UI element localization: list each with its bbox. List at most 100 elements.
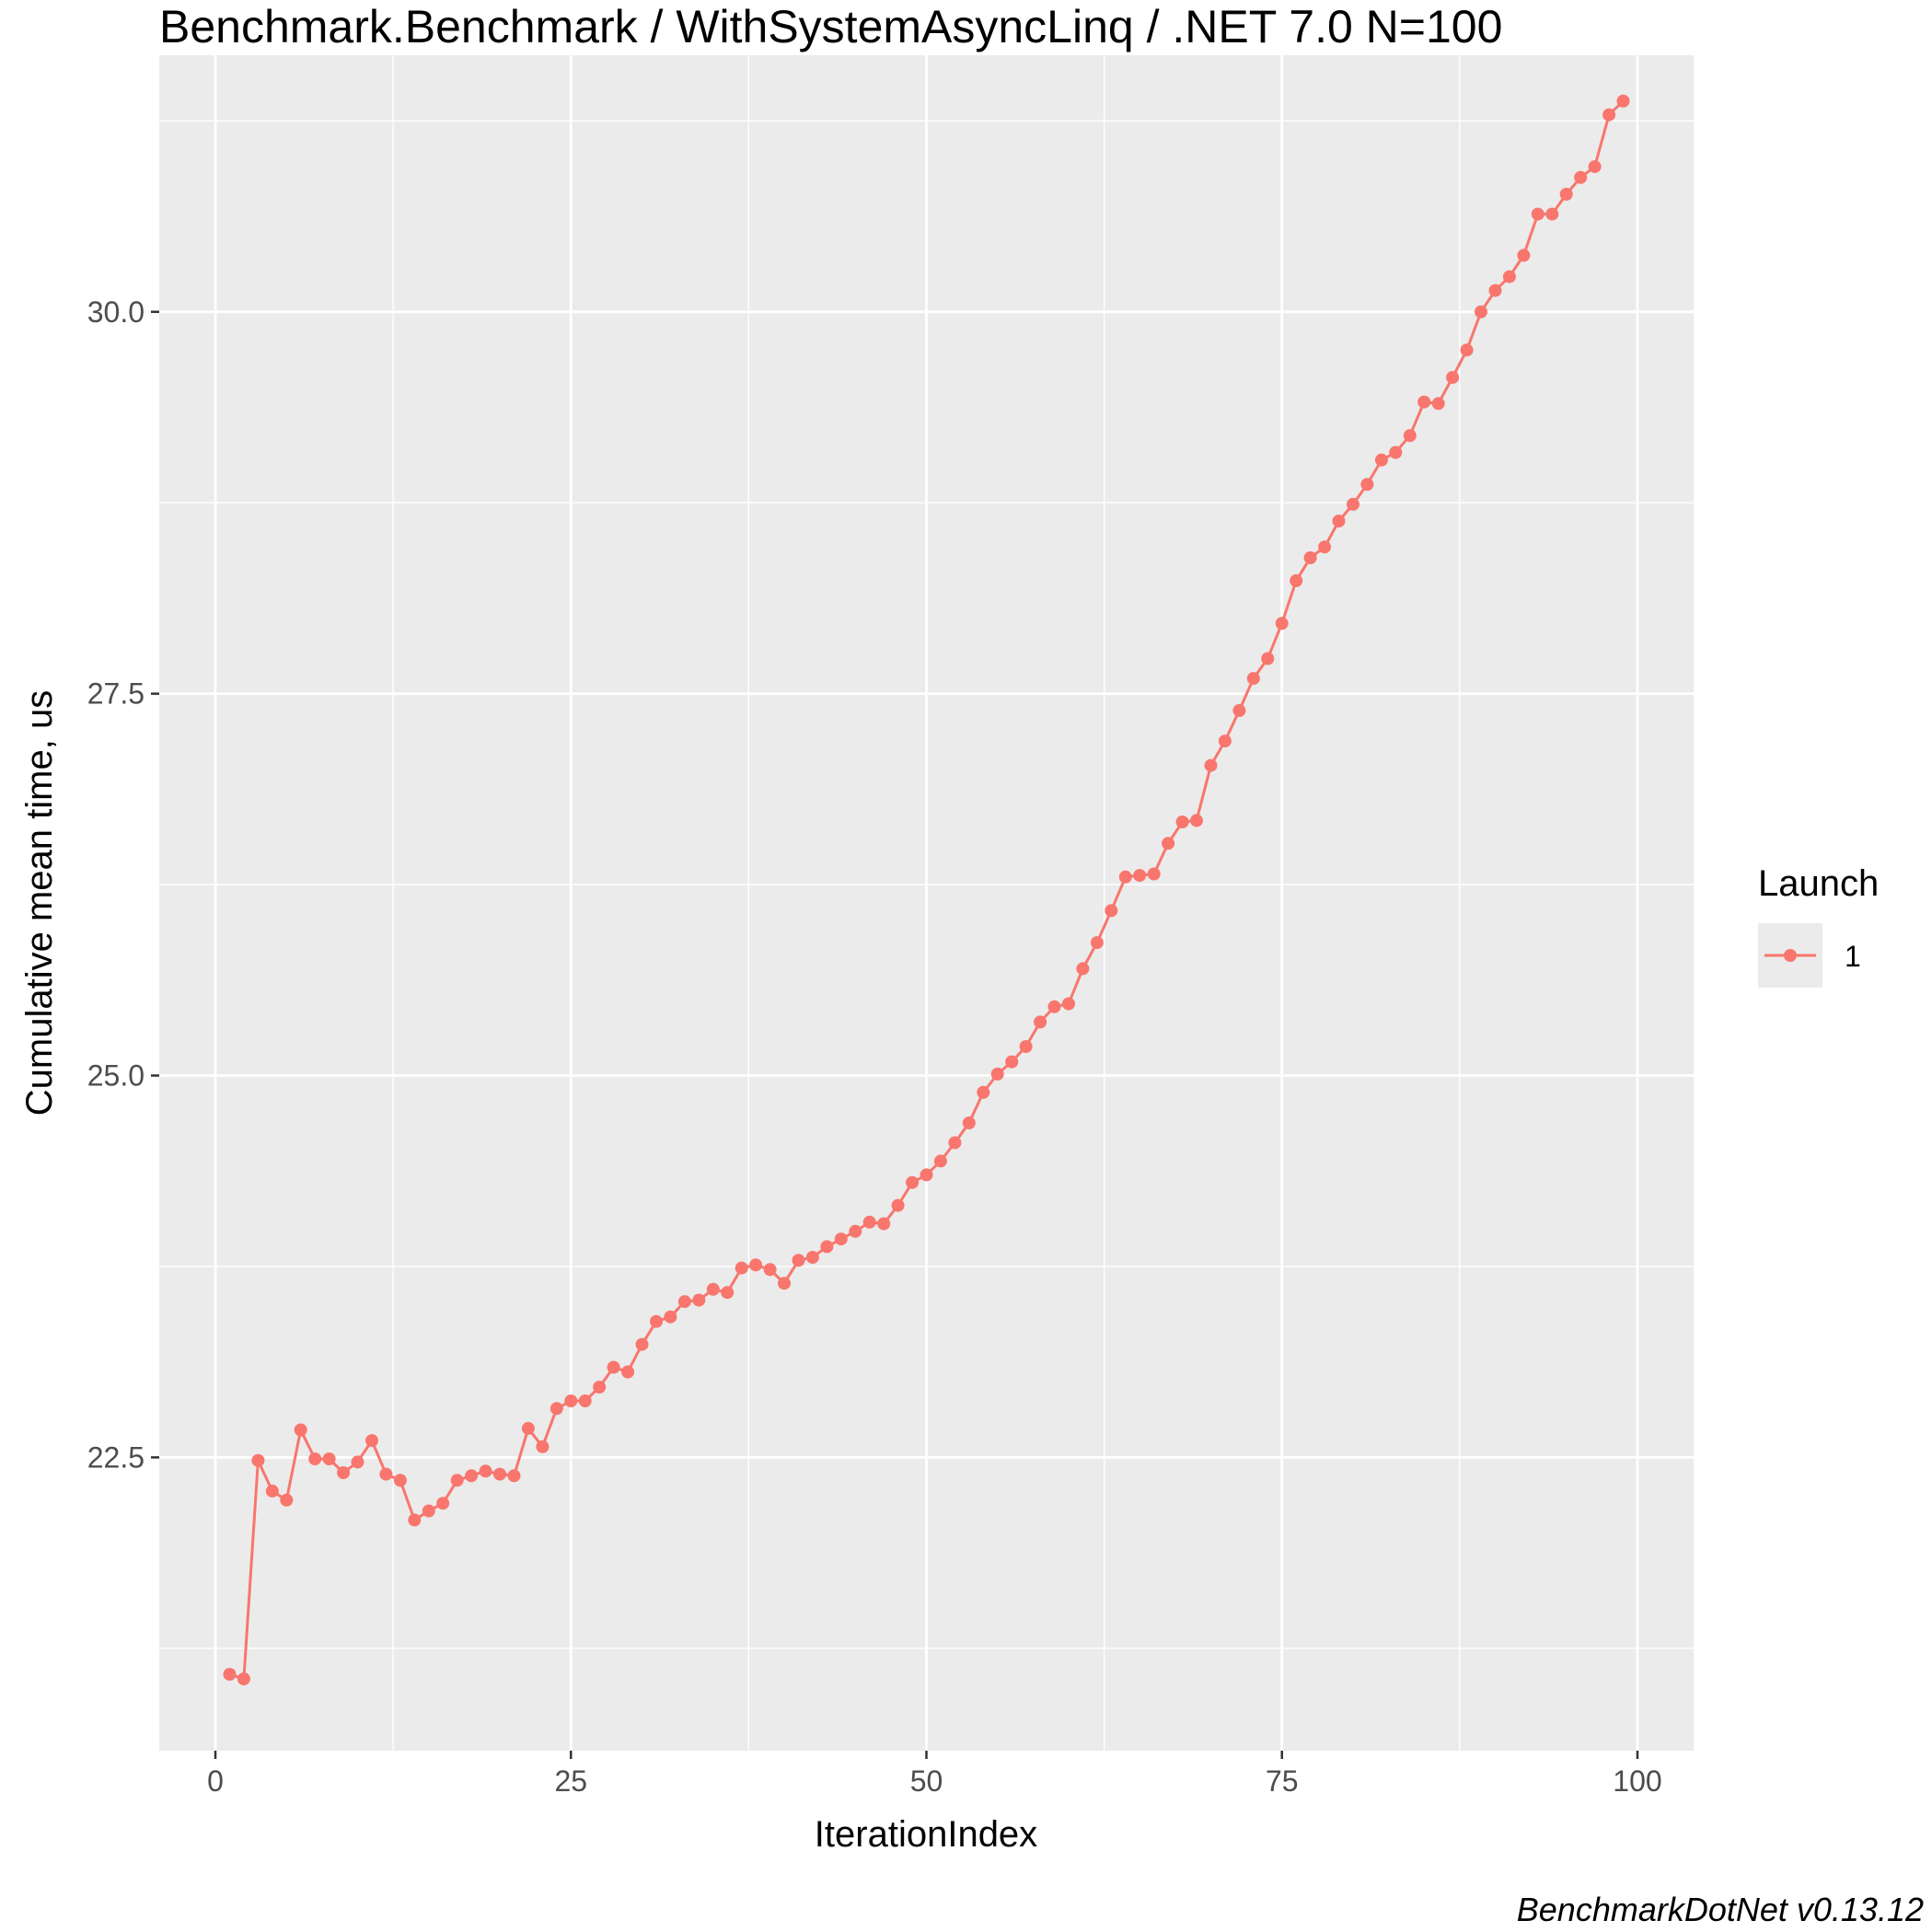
- data-point: [564, 1394, 578, 1407]
- data-point: [393, 1474, 407, 1487]
- data-point: [1616, 94, 1630, 108]
- data-point: [351, 1455, 364, 1469]
- data-point: [1232, 703, 1246, 717]
- legend-key-point: [1784, 949, 1797, 962]
- data-point: [1417, 395, 1431, 409]
- y-tick-label: 27.5: [87, 677, 145, 711]
- data-point: [1090, 936, 1104, 950]
- y-axis: 22.5 25.0 27.5 30.0: [87, 295, 159, 1474]
- data-point: [1019, 1040, 1033, 1053]
- data-point: [578, 1394, 592, 1407]
- data-point: [521, 1421, 535, 1435]
- series-layer: [223, 94, 1630, 1685]
- data-point: [493, 1467, 506, 1481]
- y-tick-label: 30.0: [87, 295, 145, 329]
- data-point: [962, 1116, 976, 1129]
- data-point: [820, 1240, 834, 1254]
- data-point: [1118, 870, 1132, 884]
- data-point: [1389, 445, 1403, 459]
- data-point: [1502, 270, 1516, 283]
- data-point: [1246, 672, 1260, 686]
- data-point: [1005, 1055, 1019, 1069]
- data-point: [906, 1175, 920, 1189]
- data-point: [1403, 429, 1417, 443]
- data-point: [1218, 735, 1232, 748]
- data-point: [977, 1085, 990, 1099]
- data-point: [337, 1466, 351, 1479]
- data-point: [834, 1232, 848, 1246]
- data-point: [422, 1504, 435, 1518]
- data-point: [265, 1484, 279, 1498]
- data-point: [322, 1452, 336, 1465]
- data-point: [1062, 997, 1075, 1011]
- data-point: [1105, 904, 1118, 918]
- data-point: [635, 1337, 649, 1351]
- data-point: [408, 1513, 422, 1527]
- data-point: [1488, 283, 1502, 297]
- legend-title: Launch: [1758, 863, 1879, 904]
- data-point: [1374, 453, 1388, 467]
- data-point: [1076, 962, 1090, 976]
- x-tick-label: 50: [910, 1764, 943, 1798]
- data-point: [920, 1168, 933, 1182]
- data-point: [891, 1198, 905, 1212]
- data-point: [721, 1286, 735, 1300]
- data-point: [1559, 188, 1573, 201]
- data-point: [1360, 478, 1374, 492]
- data-point: [692, 1293, 706, 1307]
- data-point: [1133, 869, 1147, 883]
- data-point: [849, 1224, 862, 1238]
- data-point: [677, 1295, 691, 1309]
- data-point: [1431, 397, 1445, 411]
- x-tick-label: 100: [1613, 1764, 1661, 1798]
- data-point: [1275, 617, 1289, 631]
- data-point: [749, 1258, 763, 1272]
- data-point: [948, 1136, 962, 1150]
- data-point: [1475, 305, 1487, 318]
- data-point: [607, 1360, 620, 1374]
- data-point: [1517, 249, 1531, 262]
- data-point: [792, 1254, 805, 1267]
- data-point: [1175, 816, 1189, 828]
- x-axis-title: IterationIndex: [815, 1814, 1037, 1855]
- data-point: [1290, 573, 1303, 587]
- data-point: [1047, 1000, 1061, 1013]
- data-point: [251, 1453, 265, 1467]
- data-point: [1531, 207, 1544, 221]
- data-point: [550, 1402, 563, 1416]
- data-point: [763, 1263, 777, 1277]
- data-point: [1347, 497, 1359, 511]
- data-point: [1190, 814, 1203, 827]
- data-point: [280, 1493, 294, 1507]
- data-point: [933, 1154, 947, 1168]
- data-point: [1147, 867, 1161, 881]
- legend: Launch 1: [1758, 863, 1879, 988]
- data-point: [1460, 343, 1474, 357]
- data-point: [706, 1282, 720, 1296]
- data-point: [1303, 551, 1317, 564]
- data-point: [1602, 108, 1616, 121]
- data-point: [664, 1310, 677, 1324]
- data-point: [1332, 515, 1346, 528]
- data-point: [805, 1251, 819, 1264]
- data-point: [379, 1467, 393, 1481]
- major-gridlines: [159, 55, 1694, 1751]
- data-point: [778, 1277, 791, 1290]
- data-point: [735, 1261, 748, 1275]
- x-axis: 0 25 50 75 100: [207, 1751, 1662, 1798]
- data-point: [990, 1067, 1004, 1081]
- y-tick-label: 25.0: [87, 1059, 145, 1093]
- data-point: [1588, 160, 1602, 174]
- data-point: [1034, 1015, 1047, 1029]
- x-tick-label: 25: [554, 1764, 587, 1798]
- legend-label: 1: [1845, 940, 1861, 973]
- y-tick-label: 22.5: [87, 1440, 145, 1474]
- data-point: [1318, 540, 1332, 554]
- data-point: [1162, 837, 1175, 850]
- x-tick-label: 0: [207, 1764, 224, 1798]
- y-axis-title: Cumulative mean time, us: [19, 690, 60, 1116]
- data-point: [436, 1497, 450, 1510]
- data-point: [593, 1381, 607, 1394]
- data-point: [237, 1672, 250, 1685]
